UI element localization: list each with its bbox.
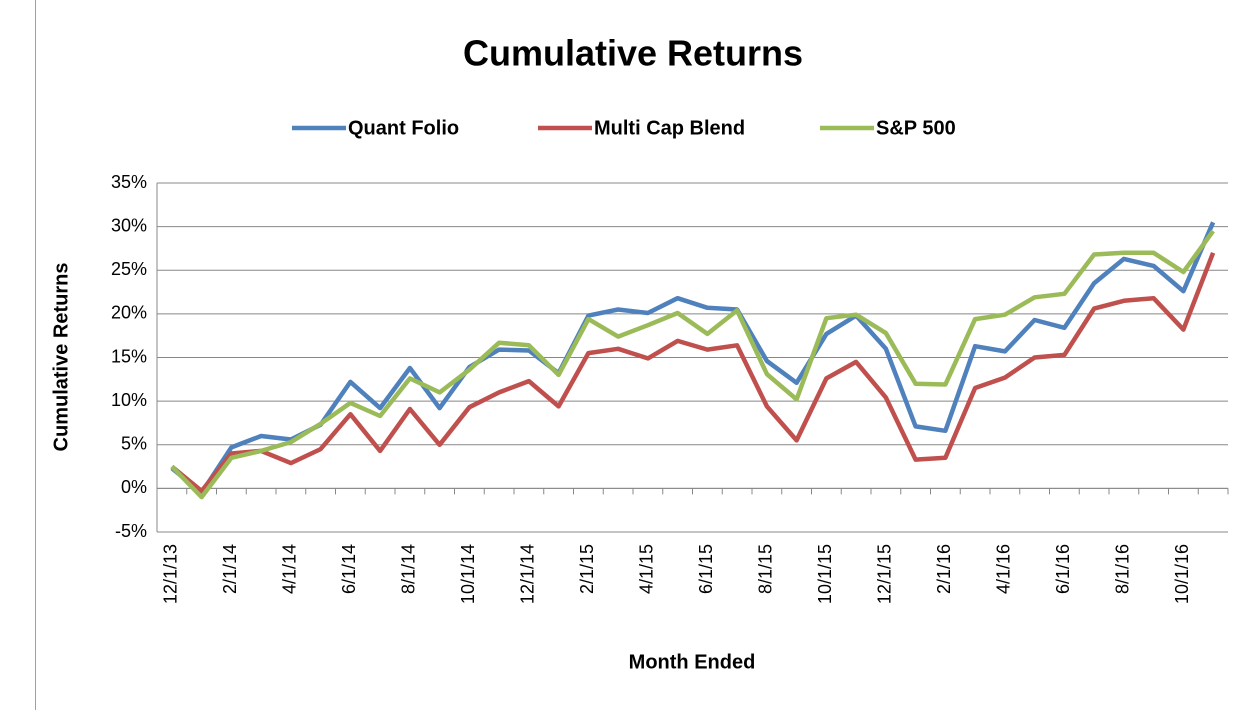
x-tick-label: 2/1/14 bbox=[220, 544, 240, 594]
x-tick-label: 10/1/15 bbox=[815, 544, 835, 604]
x-tick-label: 12/1/15 bbox=[875, 544, 895, 604]
x-tick-label: 12/1/13 bbox=[161, 544, 181, 604]
x-tick-label: 6/1/15 bbox=[696, 544, 716, 594]
y-tick-label: -5% bbox=[115, 521, 147, 541]
legend-label: Quant Folio bbox=[348, 117, 459, 139]
y-tick-label: 10% bbox=[111, 390, 147, 410]
legend-label: Multi Cap Blend bbox=[594, 117, 745, 139]
x-tick-label: 6/1/16 bbox=[1053, 544, 1073, 594]
y-tick-label: 20% bbox=[111, 303, 147, 323]
series-line bbox=[170, 251, 1216, 494]
x-tick-label: 6/1/14 bbox=[339, 544, 359, 594]
x-tick-label: 2/1/15 bbox=[577, 544, 597, 594]
y-axis-label: Cumulative Returns bbox=[50, 263, 72, 452]
legend-label: S&P 500 bbox=[876, 117, 956, 139]
chart-border bbox=[35, 0, 36, 710]
chart-title: Cumulative Returns bbox=[463, 33, 803, 74]
x-tick-label: 4/1/16 bbox=[994, 544, 1014, 594]
series-line bbox=[170, 221, 1216, 495]
series-line bbox=[170, 229, 1215, 500]
x-tick-label: 12/1/14 bbox=[518, 544, 538, 604]
x-tick-label: 8/1/14 bbox=[399, 544, 419, 594]
x-tick-label: 4/1/15 bbox=[637, 544, 657, 594]
x-tick-label: 10/1/14 bbox=[458, 544, 478, 604]
x-tick-label: 2/1/16 bbox=[934, 544, 954, 594]
y-tick-label: 15% bbox=[111, 346, 147, 366]
y-tick-label: 30% bbox=[111, 215, 147, 235]
x-tick-label: 4/1/14 bbox=[280, 544, 300, 594]
y-tick-label: 35% bbox=[111, 172, 147, 192]
x-tick-label: 8/1/16 bbox=[1113, 544, 1133, 594]
y-tick-label: 25% bbox=[111, 259, 147, 279]
y-tick-label: 5% bbox=[121, 434, 147, 454]
y-tick-label: 0% bbox=[121, 477, 147, 497]
x-tick-label: 10/1/16 bbox=[1172, 544, 1192, 604]
x-tick-label: 8/1/15 bbox=[756, 544, 776, 594]
x-axis-label: Month Ended bbox=[629, 651, 756, 673]
